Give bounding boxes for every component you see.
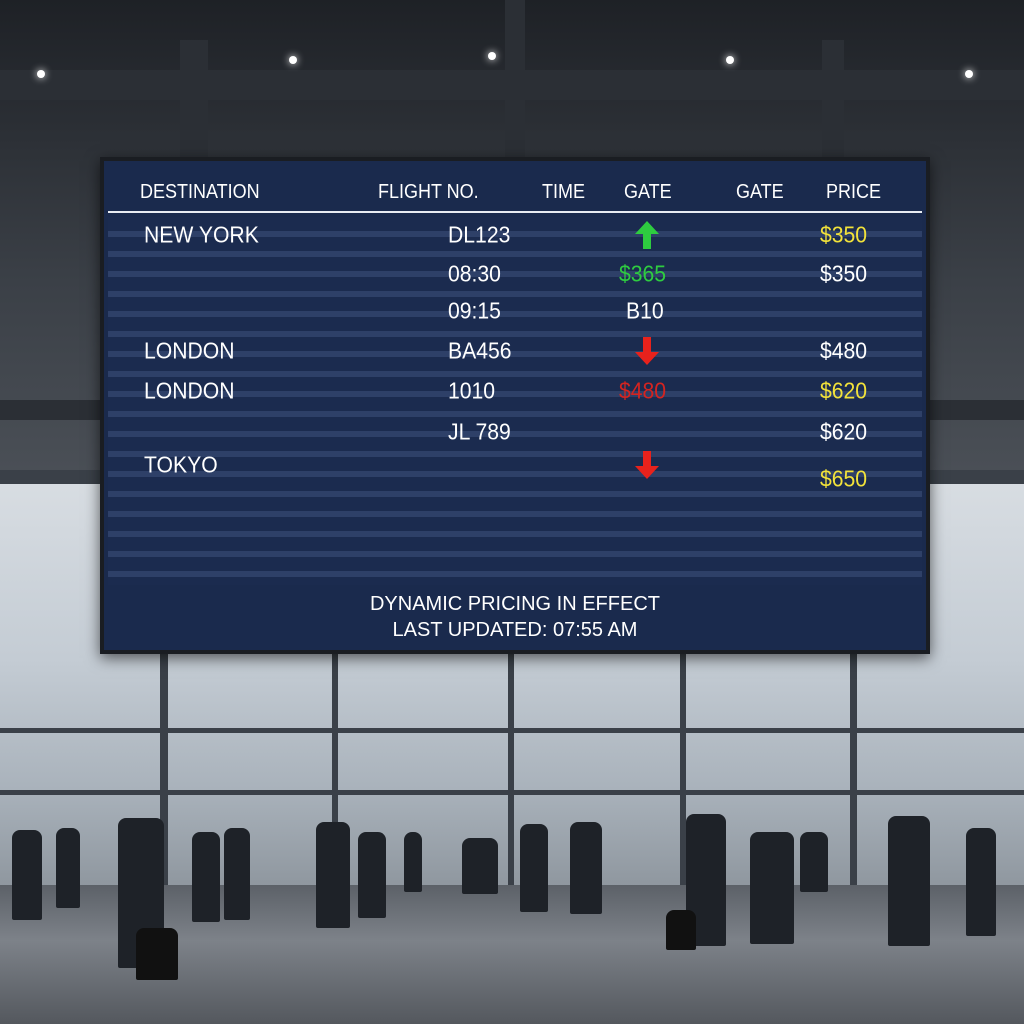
dynamic-pricing-notice: DYNAMIC PRICING IN EFFECT xyxy=(369,593,660,615)
cell-flight: JL 789 xyxy=(448,418,511,445)
cell-price: $620 xyxy=(820,418,868,445)
cell-price: $620 xyxy=(820,377,868,404)
cell-dest: NEW YORK xyxy=(144,221,259,248)
header-gate: GATE xyxy=(624,181,672,203)
cell-gate: $480 xyxy=(619,377,667,404)
cell-dest: LONDON xyxy=(144,337,235,364)
cell-flight: BA456 xyxy=(448,337,512,364)
cell-dest: TOKYO xyxy=(144,451,218,478)
board-stripes xyxy=(108,217,922,585)
cell-flight: DL123 xyxy=(448,221,511,248)
cell-dest: LONDON xyxy=(144,377,235,404)
arrow-down-icon xyxy=(635,451,659,479)
header-divider xyxy=(108,211,922,213)
cell-price: $350 xyxy=(820,260,868,287)
cell-flight: 09:15 xyxy=(448,297,501,324)
arrow-up-icon xyxy=(635,221,659,249)
arrow-down-icon xyxy=(635,337,659,365)
last-updated: LAST UPDATED: 07:55 AM xyxy=(392,619,638,641)
cell-flight: 08:30 xyxy=(448,260,501,287)
cell-gate: $365 xyxy=(619,260,667,287)
cell-price: $350 xyxy=(820,221,868,248)
cell-gate: B10 xyxy=(626,297,664,324)
header-gate-2: GATE xyxy=(736,181,784,203)
flight-departure-board: DESTINATION FLIGHT NO. TIME GATE GATE PR… xyxy=(100,157,930,654)
header-flight-no: FLIGHT NO. xyxy=(378,181,479,203)
header-price: PRICE xyxy=(826,181,882,203)
cell-price: $480 xyxy=(820,337,868,364)
header-time: TIME xyxy=(542,181,586,203)
header-destination: DESTINATION xyxy=(140,181,260,203)
cell-price: $650 xyxy=(820,465,868,492)
cell-flight: 1010 xyxy=(448,377,496,404)
